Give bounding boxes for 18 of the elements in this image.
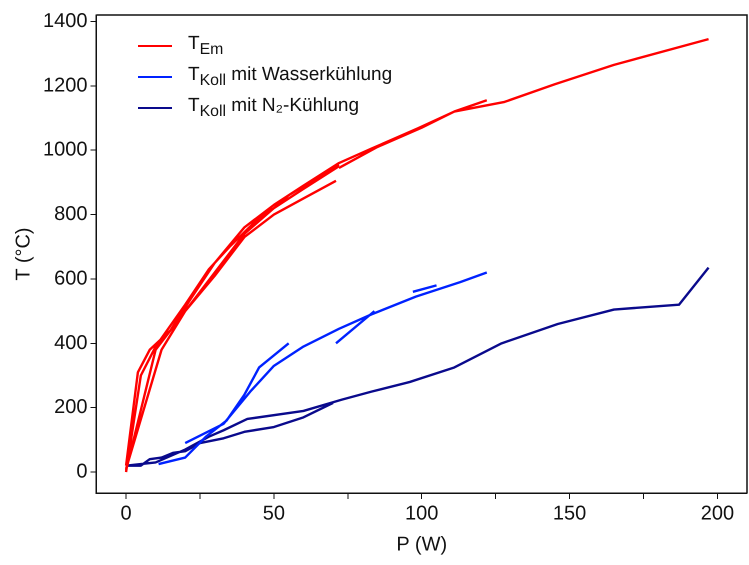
- x-tick-label: 50: [262, 502, 286, 525]
- legend-label: T$_{Koll}$ mit N₂-Kühlung: [188, 94, 360, 120]
- y-tick-label: 0: [76, 460, 88, 483]
- y-tick-label: 1000: [42, 138, 88, 161]
- y-tick-label: 600: [54, 267, 88, 290]
- legend-label: T$_{Em}$: [188, 32, 224, 58]
- x-axis-title: P (W): [396, 534, 448, 556]
- x-tick-label: 0: [120, 502, 132, 525]
- legend-label: T$_{Koll}$ mit Wasserkühlung: [188, 64, 392, 90]
- y-tick-label: 1200: [42, 74, 88, 96]
- x-tick-label: 200: [700, 502, 734, 525]
- x-tick-label: 150: [552, 502, 586, 525]
- y-tick-label: 200: [54, 396, 88, 418]
- y-tick-label: 1400: [42, 10, 88, 32]
- y-tick-label: 800: [54, 203, 88, 226]
- x-tick-label: 100: [405, 502, 438, 525]
- y-axis-title: T (°C): [12, 227, 35, 281]
- y-tick-label: 400: [54, 332, 88, 354]
